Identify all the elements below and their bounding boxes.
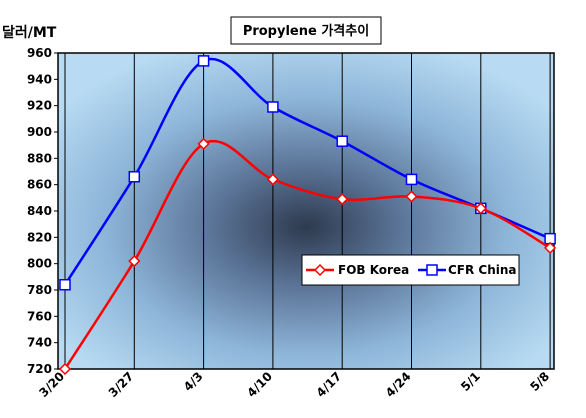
point-cfr-china-4/3 [197,55,210,67]
legend-box [301,254,520,286]
point-fob-korea-4/17 [336,193,349,206]
x-tick-label-4/17: 4/17 [314,369,345,400]
point-fob-korea-3/27 [128,254,141,268]
point-fob-korea-4/24 [405,190,418,203]
point-cfr-china-3/27 [128,171,141,183]
plot-area [57,52,555,370]
y-tick-label-800: 800 [27,257,52,271]
point-fob-korea-4/3 [197,137,210,150]
point-cfr-china-4/10 [267,101,279,113]
y-tick-label-960: 960 [27,46,52,60]
point-cfr-china-4/17 [336,135,348,147]
x-tick-label-4/24: 4/24 [383,369,414,400]
x-tick-label-4/10: 4/10 [244,369,275,400]
legend-marker-cfr-china [426,264,438,276]
y-tick-label-740: 740 [27,336,52,350]
y-tick-label-780: 780 [27,283,52,297]
point-fob-korea-5/8 [544,241,557,254]
y-tick-label-720: 720 [27,362,52,376]
x-tick-label-4/3: 4/3 [181,369,206,394]
point-fob-korea-5/1 [474,202,487,215]
y-tick-label-760: 760 [27,309,52,323]
x-tick-label-5/1: 5/1 [458,369,483,394]
point-cfr-china-4/24 [405,173,418,186]
x-tick-label-3/27: 3/27 [106,369,137,400]
y-tick-label-940: 940 [27,72,52,86]
point-cfr-china-3/20 [59,278,71,291]
y-tick-label-840: 840 [27,204,52,218]
legend-label-cfr-china: CFR China [448,263,517,277]
legend-marker-fob-korea [313,263,327,277]
x-tick-label-5/8: 5/8 [527,369,552,394]
point-fob-korea-4/10 [266,173,279,186]
chart-title: Propylene 가격추이 [243,23,369,39]
y-axis-unit-label: 달러/MT [2,25,57,41]
y-tick-label-880: 880 [27,151,52,165]
y-tick-label-920: 920 [27,99,52,113]
y-tick-label-900: 900 [27,125,52,139]
legend-label-fob-korea: FOB Korea [338,263,409,277]
legend: FOB Korea CFR China [301,254,520,286]
point-fob-korea-3/20 [58,362,72,376]
y-tick-label-860: 860 [27,178,52,192]
y-tick-label-820: 820 [27,230,52,244]
chart-title-box: Propylene 가격추이 [230,16,382,45]
